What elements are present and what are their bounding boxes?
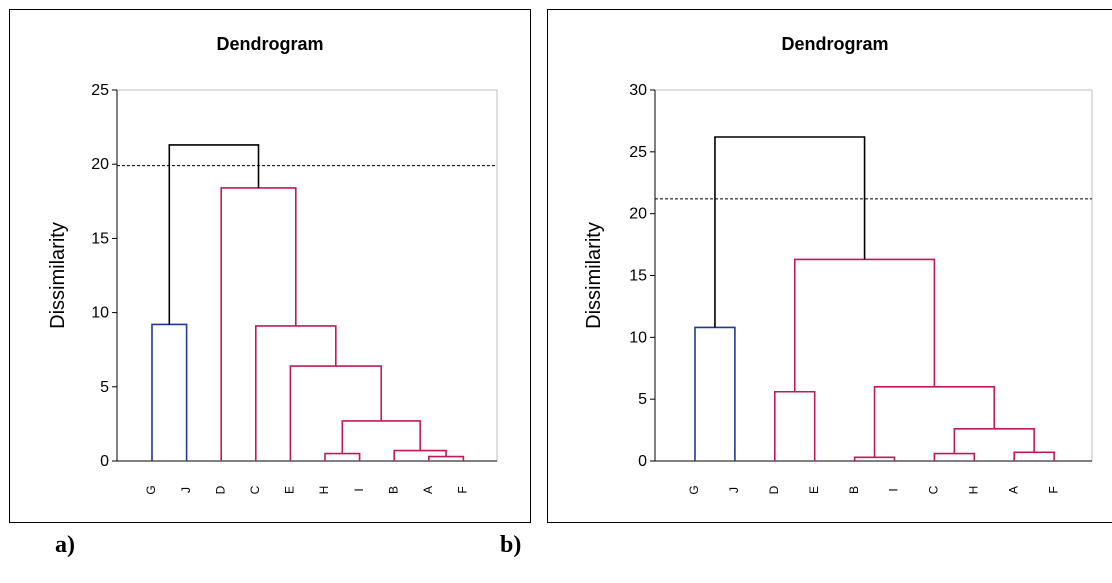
merge-link-GJ-DEBICHAF: [714, 136, 866, 328]
y-tick-label: 20: [629, 206, 647, 223]
panel-label-b: b): [500, 532, 522, 558]
merge-link-C-H: [933, 452, 976, 461]
y-tick-label: 15: [629, 268, 647, 285]
x-tick-label: B: [386, 486, 400, 494]
x-tick-label: D: [767, 485, 781, 494]
x-tick-label: A: [421, 486, 435, 494]
chart-title: Dendrogram: [781, 34, 888, 54]
merge-link-D-E: [774, 390, 816, 461]
y-tick-label: 5: [100, 379, 109, 396]
x-tick-label: H: [317, 486, 331, 495]
y-tick-label: 0: [638, 453, 647, 470]
x-tick-label: E: [807, 486, 821, 494]
x-tick-label: F: [1046, 486, 1060, 493]
x-tick-label: B: [847, 486, 861, 494]
y-tick-label: 30: [629, 82, 647, 99]
panel-b-frame: [547, 9, 1112, 523]
y-tick-label: 25: [629, 144, 647, 161]
y-tick-label: 15: [91, 230, 109, 247]
y-tick-label: 10: [91, 305, 109, 322]
x-tick-label: D: [213, 485, 227, 494]
panel-label-a: a): [55, 532, 75, 558]
y-tick-label: 5: [638, 391, 647, 408]
y-tick-label: 25: [91, 82, 109, 99]
merge-link-G-J: [694, 326, 736, 461]
y-axis-label: Dissimilarity: [583, 222, 605, 329]
x-tick-label: C: [248, 485, 262, 494]
merge-link-B-I: [853, 456, 896, 461]
x-tick-label: H: [966, 486, 980, 495]
merge-link-CH-AF: [953, 428, 1035, 454]
x-tick-label: A: [1006, 486, 1020, 494]
x-tick-label: I: [352, 488, 366, 491]
x-tick-label: E: [283, 486, 297, 494]
x-tick-label: G: [687, 485, 701, 494]
merge-link-A-F: [1013, 451, 1055, 461]
chart-title: Dendrogram: [216, 34, 323, 54]
plot-area-border: [654, 89, 1093, 462]
y-tick-label: 0: [100, 453, 109, 470]
merge-link-GJ-DCEHIBAF: [168, 144, 260, 325]
y-tick-label: 20: [91, 156, 109, 173]
y-tick-label: 10: [629, 329, 647, 346]
x-tick-label: F: [456, 486, 470, 493]
merge-link-DE-BICHAF: [793, 258, 936, 392]
x-tick-label: C: [927, 485, 941, 494]
panel-a-frame: [9, 9, 531, 523]
x-tick-label: J: [179, 487, 193, 493]
merge-link-BI-CHAF: [873, 386, 996, 458]
x-tick-label: G: [144, 485, 158, 494]
x-tick-label: I: [887, 488, 901, 491]
x-tick-label: J: [727, 487, 741, 493]
y-axis-label: Dissimilarity: [47, 222, 69, 329]
